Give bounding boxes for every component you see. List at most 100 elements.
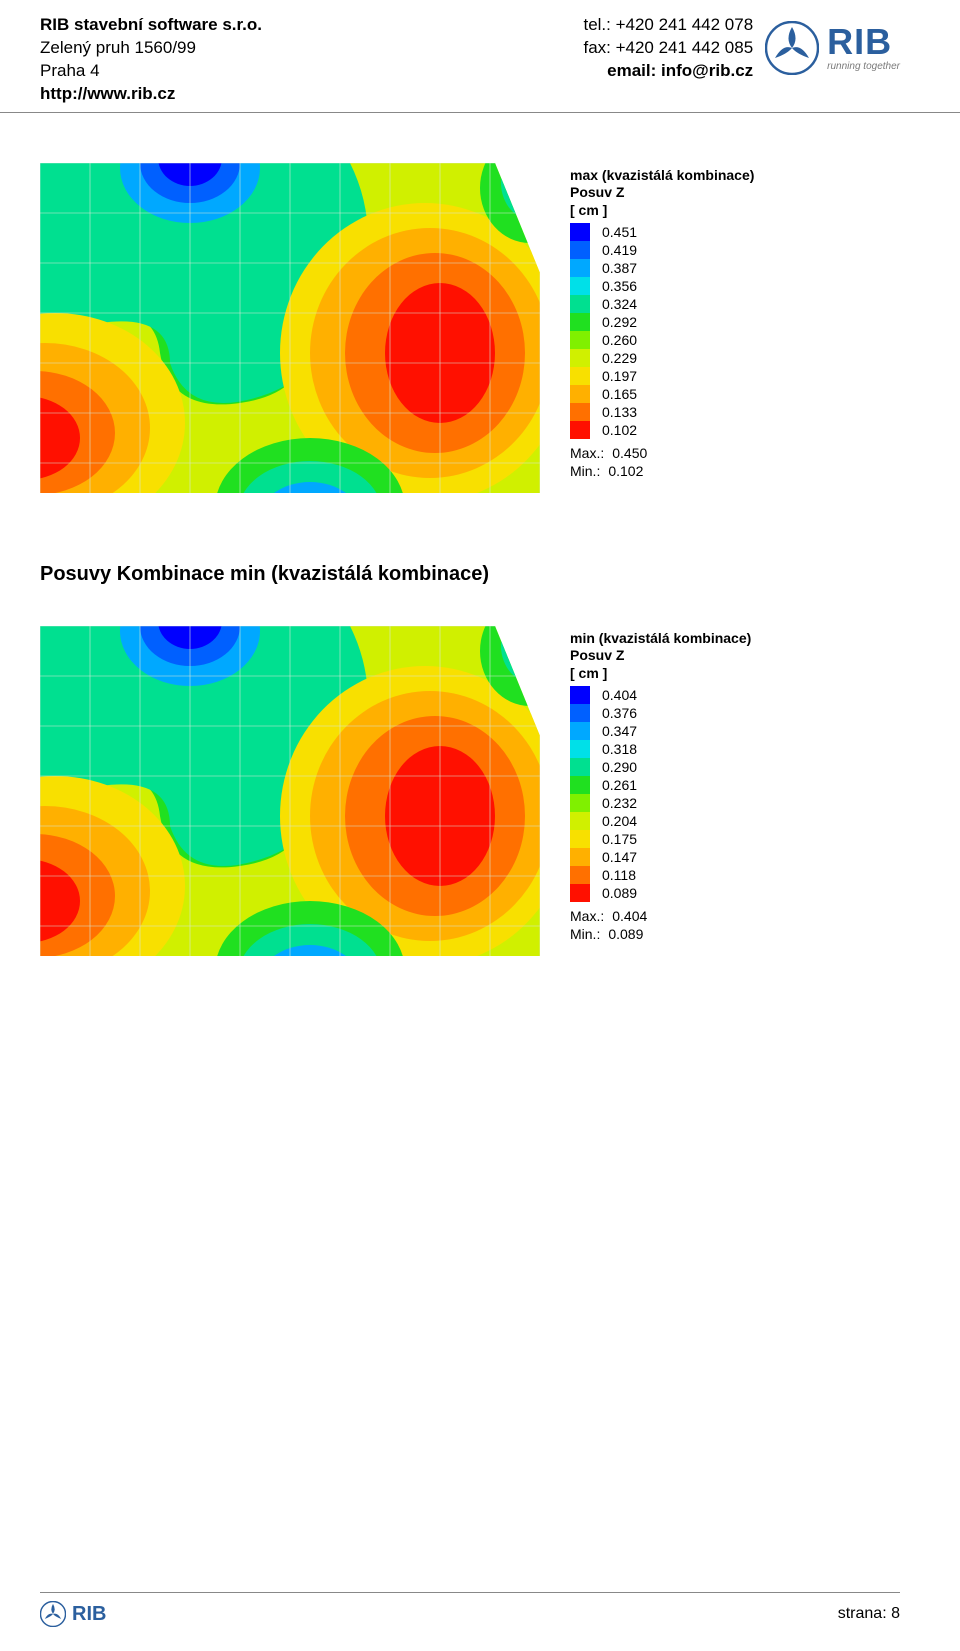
legend-swatch xyxy=(570,241,590,259)
legend-row: 0.197 xyxy=(570,367,754,385)
legend-swatch xyxy=(570,349,590,367)
legend-2-scale: 0.4040.3760.3470.3180.2900.2610.2320.204… xyxy=(570,686,751,902)
footer-logo-text: RIB xyxy=(72,1603,106,1626)
legend-swatch xyxy=(570,884,590,902)
legend-value: 0.229 xyxy=(602,350,637,368)
legend-swatch xyxy=(570,259,590,277)
legend-value: 0.356 xyxy=(602,278,637,296)
legend-value: 0.089 xyxy=(602,885,637,903)
legend-swatch xyxy=(570,830,590,848)
legend-row: 0.204 xyxy=(570,812,751,830)
contact-fax: fax: +420 241 442 085 xyxy=(583,37,753,60)
legend-1-min-val: 0.102 xyxy=(608,463,643,481)
legend-value: 0.292 xyxy=(602,314,637,332)
legend-2-minmax: Max.: 0.404 Min.: 0.089 xyxy=(570,908,751,943)
legend-swatch xyxy=(570,421,590,439)
legend-swatch xyxy=(570,223,590,241)
legend-row: 0.147 xyxy=(570,848,751,866)
header-contact-block: tel.: +420 241 442 078 fax: +420 241 442… xyxy=(583,14,900,83)
figure-1: max (kvazistálá kombinace) Posuv Z [ cm … xyxy=(40,163,920,493)
company-address-1: Zelený pruh 1560/99 xyxy=(40,37,262,60)
legend-value: 0.324 xyxy=(602,296,637,314)
legend-value: 0.451 xyxy=(602,224,637,242)
legend-swatch xyxy=(570,403,590,421)
legend-2-title-2: Posuv Z xyxy=(570,647,751,665)
legend-1-title-1: max (kvazistálá kombinace) xyxy=(570,167,754,185)
legend-swatch xyxy=(570,277,590,295)
legend-1-minmax: Max.: 0.450 Min.: 0.102 xyxy=(570,445,754,480)
legend-value: 0.118 xyxy=(602,867,636,885)
legend-swatch xyxy=(570,704,590,722)
footer-logo-icon xyxy=(40,1601,66,1627)
legend-row: 0.229 xyxy=(570,349,754,367)
legend-2-min-label: Min.: xyxy=(570,926,600,944)
company-address-2: Praha 4 xyxy=(40,60,262,83)
header-company-block: RIB stavební software s.r.o. Zelený pruh… xyxy=(40,14,262,106)
legend-row: 0.260 xyxy=(570,331,754,349)
legend-1-scale: 0.4510.4190.3870.3560.3240.2920.2600.229… xyxy=(570,223,754,439)
legend-swatch xyxy=(570,722,590,740)
legend-value: 0.175 xyxy=(602,831,637,849)
legend-value: 0.232 xyxy=(602,795,637,813)
legend-row: 0.376 xyxy=(570,704,751,722)
legend-row: 0.419 xyxy=(570,241,754,259)
legend-row: 0.175 xyxy=(570,830,751,848)
legend-row: 0.347 xyxy=(570,722,751,740)
legend-value: 0.261 xyxy=(602,777,637,795)
legend-row: 0.089 xyxy=(570,884,751,902)
legend-swatch xyxy=(570,331,590,349)
legend-row: 0.292 xyxy=(570,313,754,331)
page-footer: RIB strana: 8 xyxy=(40,1592,900,1627)
legend-value: 0.133 xyxy=(602,404,637,422)
legend-1-unit: [ cm ] xyxy=(570,202,754,220)
legend-2-unit: [ cm ] xyxy=(570,665,751,683)
legend-value: 0.419 xyxy=(602,242,637,260)
contact-email: email: info@rib.cz xyxy=(583,60,753,83)
legend-row: 0.356 xyxy=(570,277,754,295)
legend-1-title-2: Posuv Z xyxy=(570,184,754,202)
legend-2-title-1: min (kvazistálá kombinace) xyxy=(570,630,751,648)
page-number: strana: 8 xyxy=(838,1605,900,1623)
company-name: RIB stavební software s.r.o. xyxy=(40,14,262,37)
legend-1-max-label: Max.: xyxy=(570,445,604,463)
legend-1-min-label: Min.: xyxy=(570,463,600,481)
legend-swatch xyxy=(570,866,590,884)
figure-2: min (kvazistálá kombinace) Posuv Z [ cm … xyxy=(40,626,920,956)
legend-swatch xyxy=(570,776,590,794)
legend-value: 0.204 xyxy=(602,813,637,831)
contact-info: tel.: +420 241 442 078 fax: +420 241 442… xyxy=(583,14,753,83)
contact-tel: tel.: +420 241 442 078 xyxy=(583,14,753,37)
legend-swatch xyxy=(570,794,590,812)
legend-value: 0.260 xyxy=(602,332,637,350)
legend-value: 0.376 xyxy=(602,705,637,723)
legend-row: 0.102 xyxy=(570,421,754,439)
legend-value: 0.318 xyxy=(602,741,637,759)
logo-icon xyxy=(765,21,819,75)
legend-value: 0.165 xyxy=(602,386,637,404)
page-content: max (kvazistálá kombinace) Posuv Z [ cm … xyxy=(0,163,960,956)
legend-value: 0.147 xyxy=(602,849,637,867)
legend-row: 0.318 xyxy=(570,740,751,758)
legend-2-max-val: 0.404 xyxy=(612,908,647,926)
legend-value: 0.404 xyxy=(602,687,637,705)
legend-row: 0.133 xyxy=(570,403,754,421)
legend-1-max-val: 0.450 xyxy=(612,445,647,463)
legend-row: 0.387 xyxy=(570,259,754,277)
legend-swatch xyxy=(570,313,590,331)
legend-value: 0.387 xyxy=(602,260,637,278)
page-header: RIB stavební software s.r.o. Zelený pruh… xyxy=(0,0,960,113)
contour-plot-1 xyxy=(40,163,540,493)
contour-plot-2 xyxy=(40,626,540,956)
legend-row: 0.118 xyxy=(570,866,751,884)
company-logo: RIB running together xyxy=(765,21,900,75)
footer-logo: RIB xyxy=(40,1601,106,1627)
logo-text: RIB xyxy=(827,24,892,60)
legend-swatch xyxy=(570,758,590,776)
legend-row: 0.290 xyxy=(570,758,751,776)
legend-value: 0.197 xyxy=(602,368,637,386)
legend-2: min (kvazistálá kombinace) Posuv Z [ cm … xyxy=(570,626,751,944)
legend-row: 0.451 xyxy=(570,223,754,241)
legend-2-min-val: 0.089 xyxy=(608,926,643,944)
legend-swatch xyxy=(570,848,590,866)
legend-swatch xyxy=(570,385,590,403)
